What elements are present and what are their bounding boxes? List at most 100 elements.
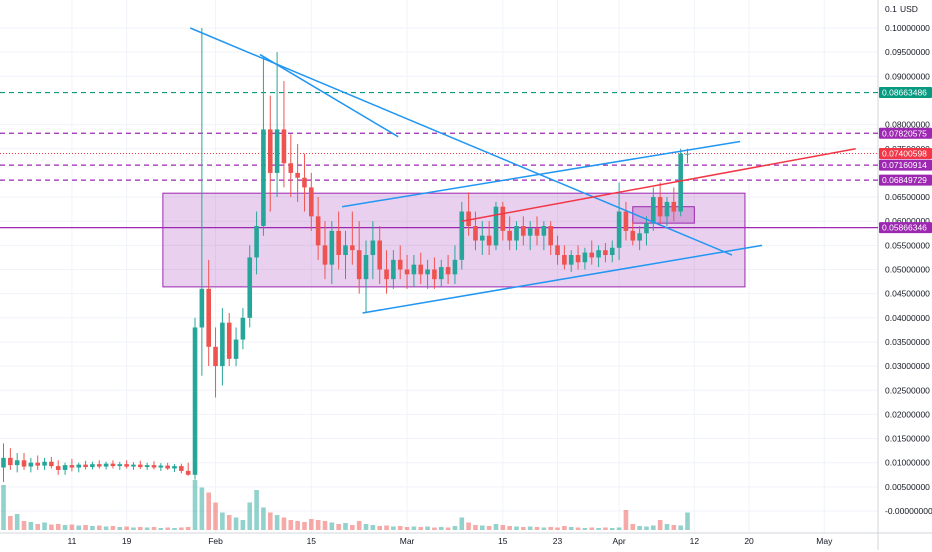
y-tick-label: 0.06000000 xyxy=(885,216,930,226)
volume-bar xyxy=(404,527,410,530)
candle-body xyxy=(117,464,123,467)
candle-body xyxy=(55,466,61,470)
volume-bar xyxy=(62,525,68,530)
volume-bar xyxy=(172,528,177,530)
price-label-bg xyxy=(879,87,932,99)
candle-body xyxy=(158,465,164,468)
y-tick-label: 0.01000000 xyxy=(885,458,930,468)
volume-bar xyxy=(117,527,123,530)
volume-bar xyxy=(493,524,499,530)
volume-bar xyxy=(96,525,102,530)
volume-bar xyxy=(411,526,417,530)
candle-body xyxy=(685,153,690,155)
volume-bar xyxy=(480,525,485,530)
volume-bar xyxy=(192,480,198,530)
volume-bar xyxy=(315,520,321,530)
volume-bar xyxy=(425,526,430,530)
candle-body xyxy=(671,201,677,212)
time-axis[interactable]: 11 19 Feb 15 Mar 15 23 Apr 12 20 May xyxy=(67,536,833,546)
volume-bar xyxy=(548,527,553,530)
trend-lines xyxy=(189,27,856,314)
candle-body xyxy=(295,172,300,178)
volume-bar xyxy=(233,517,239,530)
candle-body xyxy=(329,230,335,265)
candle-body xyxy=(568,255,574,265)
volume-bar xyxy=(630,524,636,530)
volume-bar xyxy=(90,526,95,530)
x-tick-label: Feb xyxy=(208,536,223,546)
y-tick-label: 0.05000000 xyxy=(885,265,930,275)
channel-line-upper xyxy=(341,140,741,208)
volume-bar xyxy=(309,519,314,530)
volume-bar xyxy=(329,522,335,530)
candle-body xyxy=(96,464,102,467)
volume-bar xyxy=(555,527,560,530)
volume-bar xyxy=(384,525,389,530)
price-axis[interactable]: 0.1 USD 0.10000000 0.09500000 0.09000000 0.… xyxy=(885,4,932,516)
volume-bar xyxy=(247,502,253,530)
candle-body xyxy=(521,226,526,236)
volume-bar xyxy=(14,514,20,530)
candle-body xyxy=(14,460,20,466)
candle-body xyxy=(322,245,328,265)
candle-body xyxy=(637,233,642,241)
candle-body xyxy=(110,463,116,467)
candle-body xyxy=(151,465,157,468)
volume-bar xyxy=(452,526,458,530)
y-tick-label: 0.10000000 xyxy=(885,23,930,33)
candle-body xyxy=(651,197,656,224)
candle-body xyxy=(411,264,417,275)
volume-bar xyxy=(527,526,533,530)
volume-bar xyxy=(213,502,218,530)
candles xyxy=(1,28,690,483)
volume-bar xyxy=(83,525,88,530)
volume-bar xyxy=(185,527,191,530)
candle-body xyxy=(391,259,396,280)
y-tick-label: 0.03500000 xyxy=(885,337,930,347)
candle-body xyxy=(254,226,259,258)
candle-body xyxy=(69,465,75,468)
volume-bar xyxy=(8,516,13,530)
candle-body xyxy=(199,288,205,328)
volume-bar xyxy=(1,485,6,530)
candle-body xyxy=(288,163,294,173)
candle-body xyxy=(664,201,670,217)
volume-bar xyxy=(603,527,608,530)
volume-bar xyxy=(459,517,465,530)
candle-body xyxy=(274,129,280,173)
candle-body xyxy=(500,206,506,231)
candle-body xyxy=(76,464,82,468)
candle-body xyxy=(165,465,170,469)
candle-body xyxy=(404,269,410,275)
candle-body xyxy=(493,206,499,246)
price-label: 0.08663486 xyxy=(882,88,927,98)
candle-body xyxy=(49,461,54,467)
volume-bar xyxy=(28,522,34,530)
candle-body xyxy=(548,226,553,246)
candle-body xyxy=(459,211,465,260)
volume-bar xyxy=(254,490,259,530)
volume-bar xyxy=(103,526,109,530)
x-tick-label: 15 xyxy=(498,536,508,546)
volume-bar xyxy=(165,527,170,530)
candle-body xyxy=(343,245,348,256)
candle-body xyxy=(281,129,287,164)
candle-body xyxy=(192,327,198,475)
candle-body xyxy=(233,339,239,359)
candle-body xyxy=(603,250,608,256)
y-tick-label: 0.00500000 xyxy=(885,482,930,492)
volume-bar xyxy=(35,524,40,530)
candle-body xyxy=(644,223,649,234)
y-tick-label: 0.02000000 xyxy=(885,409,930,419)
volume-bar xyxy=(568,527,574,530)
price-label: 0.05866346 xyxy=(882,223,927,233)
volume-bar xyxy=(575,527,581,530)
y-tick-label: 0.04000000 xyxy=(885,313,930,323)
volume-bar xyxy=(295,521,300,530)
volume-bar xyxy=(377,526,382,530)
x-tick-label: 20 xyxy=(744,536,754,546)
volume-bar xyxy=(418,527,424,530)
candle-body xyxy=(623,211,629,231)
